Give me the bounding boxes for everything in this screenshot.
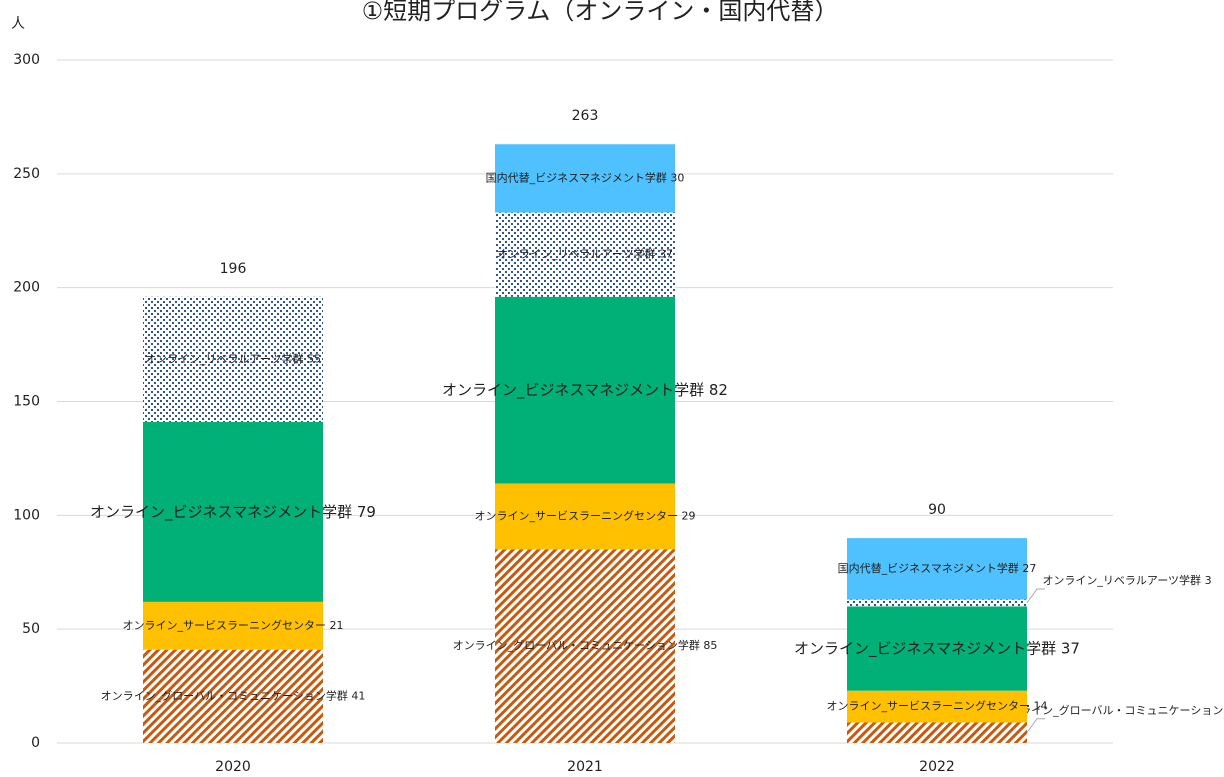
data-label: オンライン_サービスラーニングセンター 21 — [123, 618, 344, 632]
chart-title: ①短期プログラム（オンライン・国内代替） — [362, 0, 839, 25]
x-tick-label: 2022 — [919, 759, 955, 773]
total-label: 90 — [928, 502, 946, 518]
bar-segment — [143, 296, 323, 422]
series-name: オンライン_ビジネスマネジメント学群 — [90, 502, 352, 521]
series-name: オンライン_ビジネスマネジメント学群 — [794, 639, 1056, 658]
value: 41 — [351, 689, 365, 702]
data-label: オンライン_リベラルアーツ学群 55 — [145, 351, 321, 365]
total-label: 263 — [572, 108, 599, 124]
y-tick-label: 250 — [13, 166, 40, 182]
value: 29 — [682, 509, 696, 522]
series-name: 国内代替_ビジネスマネジメント学群 — [838, 561, 1019, 575]
bar-segment — [143, 421, 323, 602]
x-tick-label: 2021 — [567, 759, 603, 773]
data-label: オンライン_ビジネスマネジメント学群 79 — [90, 502, 376, 521]
series-name: オンライン_グローバル・コミュニケーション学群 — [453, 638, 700, 652]
bar-segment — [143, 601, 323, 650]
bar-segment — [495, 549, 675, 743]
series-name: オンライン_サービスラーニングセンター — [827, 699, 1031, 713]
value: 37 — [659, 248, 673, 261]
value: 30 — [670, 171, 684, 184]
data-label: オンライン_リベラルアーツ学群 37 — [497, 247, 673, 261]
data-label: オンライン_ビジネスマネジメント学群 37 — [794, 639, 1080, 658]
bar-segment — [495, 212, 675, 297]
value: 37 — [1061, 639, 1080, 657]
leader-line — [1026, 588, 1045, 604]
series-name: オンライン_リベラルアーツ学群 — [1042, 573, 1201, 587]
value: 21 — [330, 619, 344, 632]
bar-segment — [495, 483, 675, 550]
data-label: オンライン_グローバル・コミュニケーション学群 85 — [453, 638, 718, 652]
data-label: 国内代替_ビジネスマネジメント学群 27 — [838, 561, 1037, 575]
y-tick-label: 150 — [13, 394, 40, 410]
data-label: オンライン_グローバル・コミュニケーション学群 41 — [101, 688, 366, 702]
series-name: オンライン_リベラルアーツ学群 — [497, 247, 656, 261]
bar-segment — [847, 722, 1027, 743]
value: 55 — [307, 352, 321, 365]
bar-segment — [847, 538, 1027, 600]
series-name: オンライン_リベラルアーツ学群 — [145, 351, 304, 365]
bar-segment — [495, 296, 675, 484]
data-label: 国内代替_ビジネスマネジメント学群 30 — [486, 170, 685, 184]
y-tick-label: 200 — [13, 280, 40, 296]
value: 85 — [703, 639, 717, 652]
bar-segment — [495, 144, 675, 213]
series-name: オンライン_ビジネスマネジメント学群 — [442, 381, 704, 400]
series-name: オンライン_グローバル・コミュニケーション学群 — [101, 688, 348, 702]
value: 82 — [709, 381, 728, 399]
bar-segment — [847, 606, 1027, 691]
x-tick-label: 2020 — [215, 759, 251, 773]
bar-segment — [143, 649, 323, 743]
y-tick-label: 300 — [13, 52, 40, 68]
data-label: オンライン_グローバル・コミュニケーション学群 9 — [998, 703, 1224, 717]
bar-segment — [847, 599, 1027, 607]
leader-line — [1026, 718, 1045, 734]
value: 79 — [357, 502, 376, 520]
series-name: オンライン_サービスラーニングセンター — [475, 508, 679, 522]
series-name: 国内代替_ビジネスマネジメント学群 — [486, 170, 667, 184]
y-tick-label: 0 — [31, 735, 40, 751]
bar-segment — [847, 690, 1027, 723]
series-name: オンライン_グローバル・コミュニケーション学群 — [998, 703, 1224, 717]
value: 3 — [1205, 574, 1212, 587]
data-label: オンライン_サービスラーニングセンター 14 — [827, 699, 1048, 713]
value: 14 — [1034, 700, 1048, 713]
data-label: オンライン_ビジネスマネジメント学群 82 — [442, 381, 728, 400]
y-axis-label: 人 — [11, 16, 25, 32]
value: 27 — [1022, 562, 1036, 575]
data-label: オンライン_リベラルアーツ学群 3 — [1042, 573, 1211, 587]
y-tick-label: 50 — [22, 621, 40, 637]
y-tick-label: 100 — [13, 507, 40, 523]
data-label: オンライン_サービスラーニングセンター 29 — [475, 508, 696, 522]
total-label: 196 — [220, 261, 247, 277]
series-name: オンライン_サービスラーニングセンター — [123, 618, 327, 632]
